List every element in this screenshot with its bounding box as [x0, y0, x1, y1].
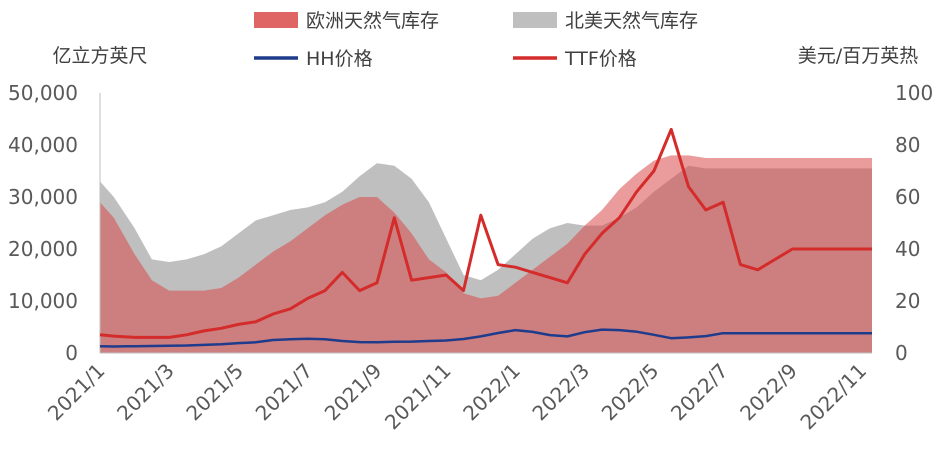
- plot-area: [99, 93, 872, 354]
- x-tick-label: 2021/11: [380, 359, 456, 435]
- legend-swatch: [254, 12, 298, 28]
- right-tick-label: 100: [895, 81, 933, 105]
- legend-label: 北美天然气库存: [565, 10, 698, 32]
- x-tick-label: 2022/9: [735, 359, 802, 426]
- left-tick-label: 0: [65, 341, 78, 365]
- right-axis-ticks: 0 20 40 60 80 100: [895, 81, 933, 365]
- x-tick-label: 2022/3: [527, 359, 594, 426]
- legend-item: HH价格: [254, 48, 373, 70]
- x-tick-label: 2021/9: [320, 359, 387, 426]
- right-tick-label: 60: [895, 185, 920, 209]
- x-tick-label: 2022/5: [597, 359, 664, 426]
- legend-item: TTF价格: [513, 48, 637, 70]
- left-tick-label: 10,000: [8, 289, 78, 313]
- x-tick-label: 2022/7: [666, 359, 733, 426]
- legend-label: TTF价格: [564, 48, 637, 70]
- x-tick-label: 2021/1: [43, 359, 110, 426]
- x-tick-label: 2021/7: [251, 359, 318, 426]
- left-axis-title: 亿立方英尺: [52, 45, 147, 67]
- legend-label: HH价格: [306, 48, 373, 70]
- left-tick-label: 30,000: [8, 185, 78, 209]
- x-tick-label: 2021/3: [112, 359, 179, 426]
- left-axis-ticks: 0 10,000 20,000 30,000 40,000 50,000: [8, 81, 78, 365]
- legend-item: 北美天然气库存: [513, 10, 698, 32]
- right-axis-title: 美元/百万英热: [798, 45, 918, 67]
- legend-label: 欧洲天然气库存: [306, 10, 439, 32]
- europe-storage-area: [100, 155, 872, 353]
- left-tick-label: 40,000: [8, 133, 78, 157]
- ttf-price-line: [99, 127, 872, 339]
- legend-swatch: [513, 12, 557, 28]
- left-tick-label: 50,000: [8, 81, 78, 105]
- x-tick-label: 2022/1: [458, 359, 525, 426]
- right-tick-label: 40: [895, 237, 920, 261]
- x-tick-label: 2022/11: [795, 359, 871, 435]
- left-tick-label: 20,000: [8, 237, 78, 261]
- legend: 欧洲天然气库存 北美天然气库存 HH价格 TTF价格: [254, 10, 698, 70]
- right-tick-label: 20: [895, 289, 920, 313]
- legend-item: 欧洲天然气库存: [254, 10, 439, 32]
- hh-price-line: [99, 328, 872, 348]
- x-tick-label: 2021/5: [181, 359, 248, 426]
- right-tick-label: 80: [895, 133, 920, 157]
- right-tick-label: 0: [895, 341, 908, 365]
